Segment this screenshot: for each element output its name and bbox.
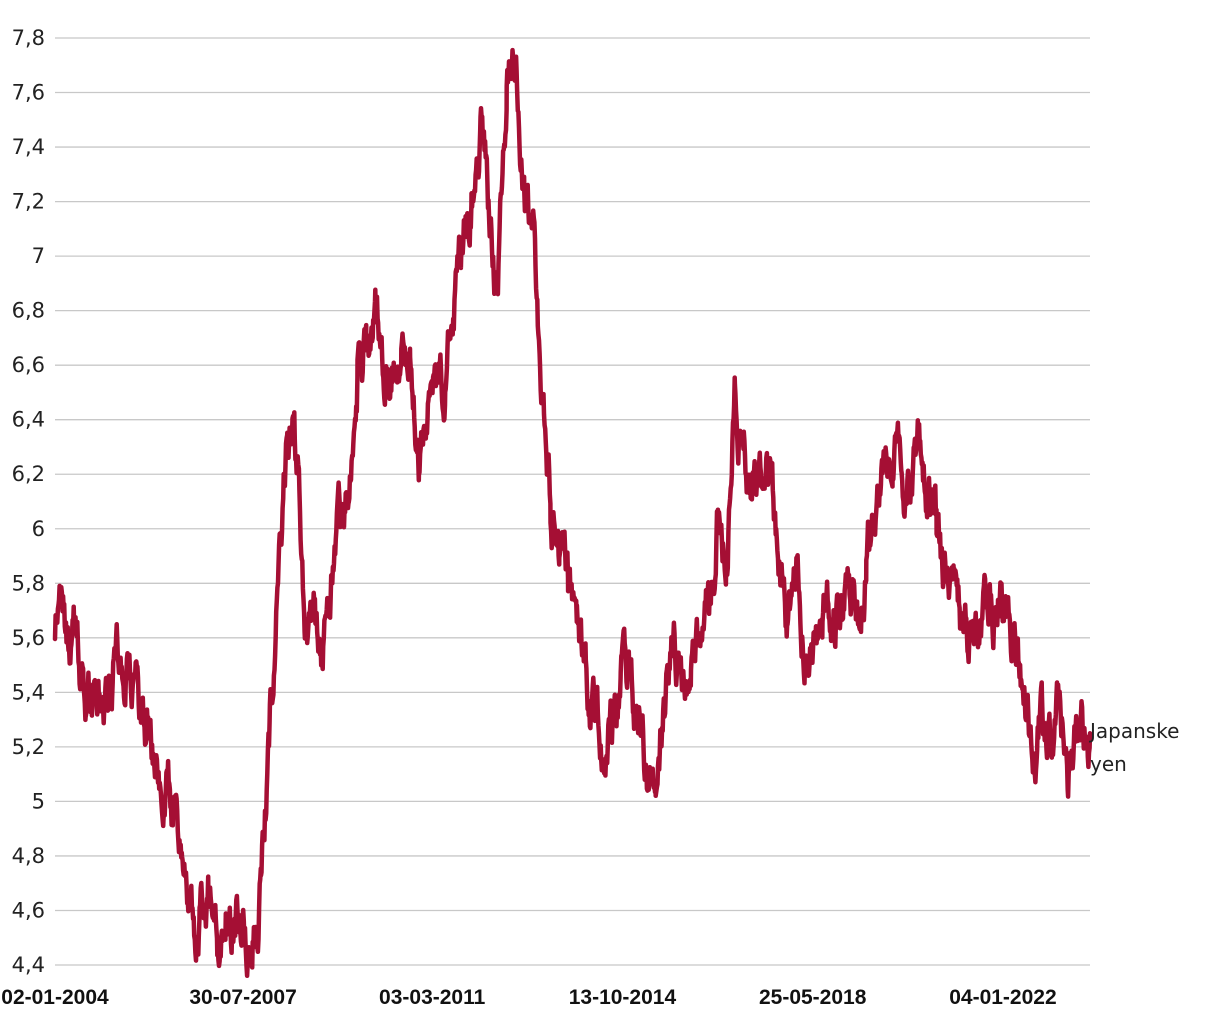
y-tick-label: 7	[32, 244, 45, 268]
y-tick-label: 6	[32, 517, 45, 541]
y-tick-label: 7,6	[12, 81, 45, 105]
gridlines	[55, 37, 1090, 966]
y-tick-label: 4,8	[12, 844, 45, 868]
y-tick-label: 7,8	[12, 26, 45, 50]
x-tick-label: 25-05-2018	[759, 986, 867, 1009]
x-axis: 02-01-2004 30-07-2007 03-03-2011 13-10-2014…	[1, 986, 1056, 1009]
series-label: Japanske yen	[1088, 719, 1179, 776]
y-tick-label: 6,4	[12, 408, 45, 432]
y-tick-label: 5,2	[12, 735, 45, 759]
y-tick-label: 6,2	[12, 462, 45, 486]
series-line	[52, 47, 1093, 979]
y-tick-label: 4,4	[12, 953, 45, 977]
y-tick-label: 5,4	[12, 680, 45, 704]
x-tick-label: 02-01-2004	[1, 986, 109, 1009]
x-tick-label: 04-01-2022	[949, 986, 1056, 1009]
y-tick-label: 7,4	[12, 135, 45, 159]
x-tick-label: 03-03-2011	[379, 986, 486, 1009]
y-tick-label: 7,2	[12, 190, 45, 214]
y-tick-label: 5,6	[12, 626, 45, 650]
y-axis: 4,4 4,6 4,8 5 5,2 5,4 5,6 5,8 6 6,2 6,4 6,6 6,8 7 7,2 7…	[12, 26, 45, 977]
y-tick-label: 6,8	[12, 299, 45, 323]
y-tick-label: 6,6	[12, 353, 45, 377]
y-tick-label: 5	[32, 789, 45, 813]
y-tick-label: 4,6	[12, 898, 45, 922]
series-layer	[52, 47, 1093, 979]
x-tick-label: 30-07-2007	[189, 986, 296, 1009]
series-label-line: yen	[1090, 752, 1127, 776]
x-tick-label: 13-10-2014	[569, 986, 677, 1009]
y-tick-label: 5,8	[12, 571, 45, 595]
series-label-line: Japanske	[1088, 719, 1179, 743]
